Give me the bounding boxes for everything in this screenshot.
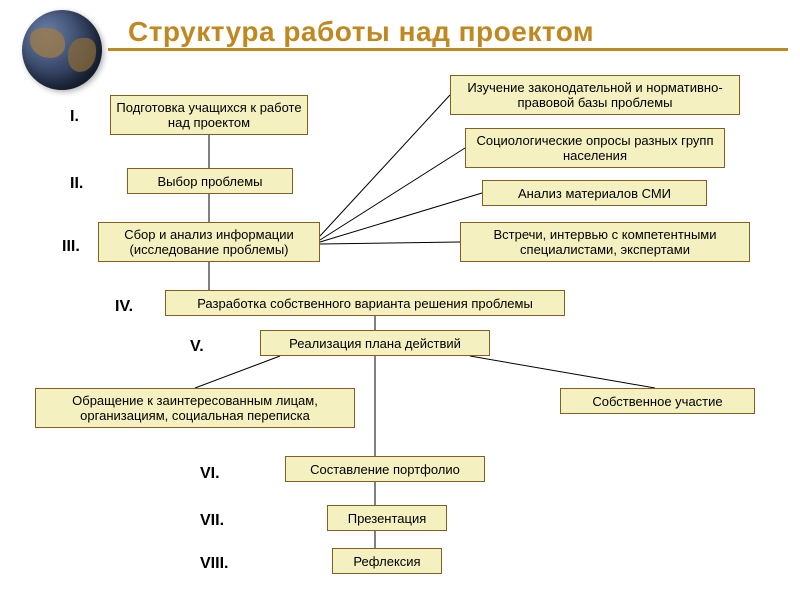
roman-r6: VI. bbox=[200, 465, 220, 483]
node-n2: Выбор проблемы bbox=[127, 168, 293, 194]
roman-r2: II. bbox=[70, 175, 83, 193]
edge bbox=[470, 356, 655, 388]
roman-r5: V. bbox=[190, 338, 204, 356]
roman-r4: IV. bbox=[115, 298, 133, 316]
node-n7: Презентация bbox=[327, 505, 447, 531]
node-n5: Реализация плана действий bbox=[260, 330, 490, 356]
node-n8: Рефлексия bbox=[332, 548, 442, 574]
page-title: Структура работы над проектом bbox=[128, 16, 594, 48]
node-nC: Анализ материалов СМИ bbox=[482, 180, 707, 206]
edge bbox=[320, 148, 465, 240]
roman-r7: VII. bbox=[200, 512, 224, 530]
node-n1: Подготовка учащихся к работе над проекто… bbox=[110, 95, 308, 135]
node-n6: Составление портфолио bbox=[285, 456, 485, 482]
roman-r3: III. bbox=[62, 238, 80, 256]
roman-r1: I. bbox=[70, 108, 79, 126]
globe-icon bbox=[22, 10, 102, 90]
node-nB: Социологические опросы разных групп насе… bbox=[465, 128, 725, 168]
node-nD: Встречи, интервью с компетентными специа… bbox=[460, 222, 750, 262]
edge bbox=[320, 193, 482, 242]
node-nF: Собственное участие bbox=[560, 388, 755, 414]
edge bbox=[320, 95, 450, 236]
edge bbox=[320, 242, 460, 244]
node-nA: Изучение законодательной и нормативно-пр… bbox=[450, 75, 740, 115]
roman-r8: VIII. bbox=[200, 555, 228, 573]
node-n3: Сбор и анализ информации (исследование п… bbox=[98, 222, 320, 262]
node-n4: Разработка собственного варианта решения… bbox=[165, 290, 565, 316]
title-underline bbox=[108, 48, 788, 51]
edge bbox=[195, 356, 280, 388]
node-nE: Обращение к заинтересованным лицам, орга… bbox=[35, 388, 355, 428]
